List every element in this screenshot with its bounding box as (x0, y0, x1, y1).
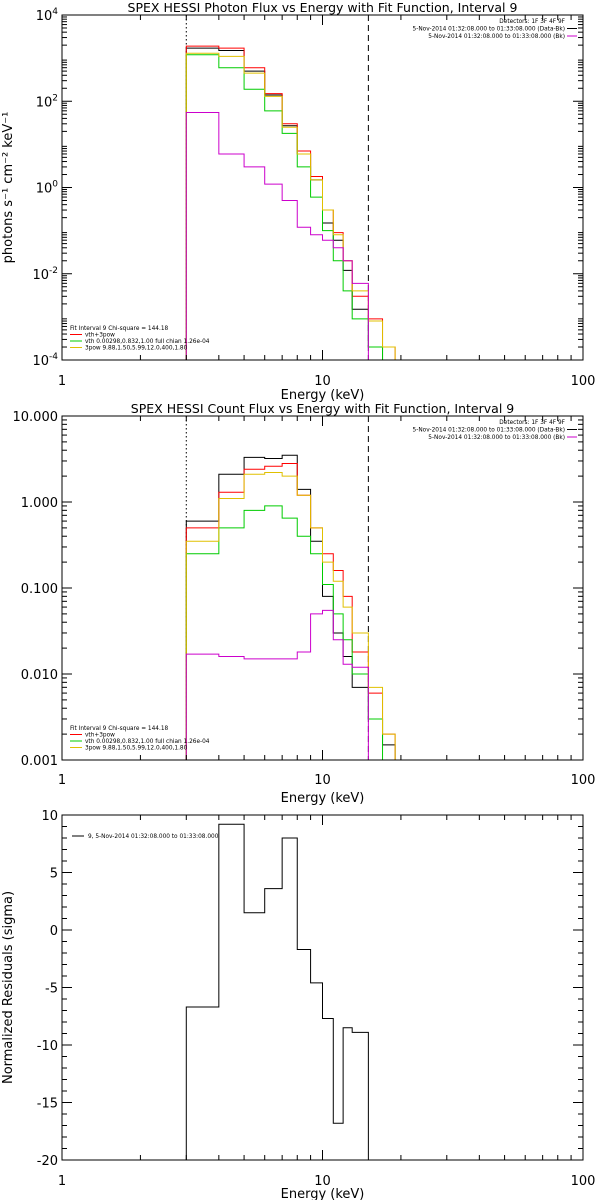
chart-title: SPEX HESSI Photon Flux vs Energy with Fi… (128, 0, 518, 15)
x-tick-label: 100 (571, 1174, 596, 1189)
fit-legend-entry: 3pow 9.88,1.50,5.99,12.0,400,1.80 (85, 346, 188, 352)
chart-title: SPEX HESSI Count Flux vs Energy with Fit… (131, 401, 514, 416)
x-tick-label: 10 (314, 773, 331, 788)
y-tick-label: 10-2 (32, 266, 58, 283)
y-tick-label: -15 (37, 1097, 58, 1112)
fit-legend-entry: vth+3pow (85, 733, 115, 739)
residuals-panel: 1 10 100 10 5 0 -5 -10 -15 -20 Energy (keV) Normali… (1, 809, 595, 1200)
series-line-2 (185, 505, 407, 760)
y-tick-label: 5 (50, 867, 58, 882)
y-tick-label: 10-4 (32, 352, 58, 369)
y-tick-label: 102 (36, 93, 58, 110)
legend-entry-text: 5-Nov-2014 01:32:08.000 to 01:33:08.000 … (413, 27, 565, 33)
series-line-2 (185, 54, 407, 360)
fit-legend-entry: vth+3pow (85, 333, 115, 339)
fit-legend-entry: 3pow 9.88,1.50,5.99,12.0,400,1.80 (85, 746, 188, 752)
series-line-4 (185, 111, 407, 360)
series-line-0 (185, 47, 407, 360)
x-axis-label: Energy (keV) (281, 388, 365, 403)
y-tick-label: 104 (36, 7, 59, 24)
y-tick-label: 0 (50, 924, 58, 939)
legend-entry-text: 5-Nov-2014 01:32:08.000 to 01:33:08.000 … (428, 435, 565, 441)
x-tick-label: 1 (58, 773, 66, 788)
y-tick-label: -10 (37, 1039, 58, 1054)
photon-flux-panel: 1 10 100 10-4 10-2 100 102 104 SPEX HESSI Photon… (1, 0, 595, 403)
x-axis-label: Energy (keV) (281, 1187, 365, 1200)
y-tick-label: 100 (36, 180, 59, 197)
data-series-group (185, 823, 369, 1160)
x-tick-label: 100 (571, 773, 596, 788)
y-tick-label: 1.000 (21, 496, 58, 511)
fit-legend-header: Fit Interval 9 Chi-square = 144.18 (70, 726, 169, 732)
y-tick-label: -20 (37, 1154, 58, 1169)
x-tick-label: 1 (58, 374, 66, 389)
x-tick-label: 1 (58, 1174, 66, 1189)
y-tick-label: 0.010 (21, 668, 58, 683)
data-series-group (185, 454, 407, 760)
x-tick-label: 10 (314, 374, 331, 389)
legend-header: Detectors: 1F 3F 4F 9F (499, 19, 565, 25)
y-tick-label: -5 (45, 982, 58, 997)
y-axis-label: Normalized Residuals (sigma) (1, 891, 16, 1084)
legend-entry-text: 9, 5-Nov-2014 01:32:08.000 to 01:33:08.0… (88, 834, 219, 840)
series-line-4 (185, 609, 407, 760)
y-axis-label: photons s⁻¹ cm⁻² keV⁻¹ (1, 112, 16, 264)
series-line-1 (185, 45, 407, 360)
y-tick-label: 0.100 (21, 582, 58, 597)
y-tick-label: 10 (41, 809, 58, 824)
fit-legend-header: Fit Interval 9 Chi-square = 144.18 (70, 326, 169, 332)
fit-legend-entry: vth 0.00298,0.832,1.00 full chian 1.26e-… (85, 339, 210, 345)
legend-header: Detectors: 1F 3F 4F 9F (499, 420, 565, 426)
fit-legend-entry: vth 0.00298,0.832,1.00 full chian 1.26e-… (85, 739, 210, 745)
y-tick-label: 0.001 (21, 754, 58, 769)
series-line-0 (185, 823, 369, 1160)
series-line-3 (185, 472, 407, 760)
count-flux-panel: 1 10 100 0.001 0.010 0.100 1.000 10.000 SPEX HES… (13, 401, 596, 806)
x-tick-label: 100 (571, 374, 596, 389)
series-line-3 (185, 52, 407, 360)
data-series-group (185, 45, 407, 360)
legend-entry-text: 5-Nov-2014 01:32:08.000 to 01:33:08.000 … (413, 428, 565, 434)
y-tick-label: 10.000 (13, 410, 59, 425)
x-tick-label: 10 (314, 1174, 331, 1189)
legend-entry-text: 5-Nov-2014 01:32:08.000 to 01:33:08.000 … (428, 34, 565, 40)
x-axis-label: Energy (keV) (281, 791, 365, 806)
